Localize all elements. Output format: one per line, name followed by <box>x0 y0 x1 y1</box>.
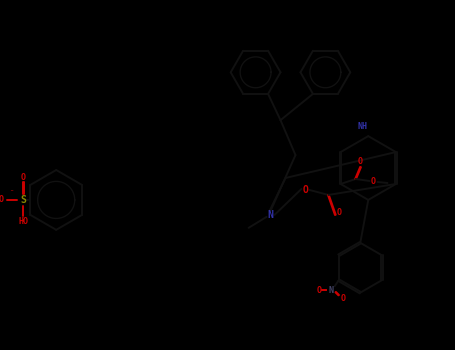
Text: O: O <box>21 174 26 182</box>
Text: ⁻: ⁻ <box>9 189 14 195</box>
Text: O: O <box>316 286 321 295</box>
Text: O: O <box>340 294 345 303</box>
Text: O: O <box>358 156 363 166</box>
Text: O: O <box>303 185 308 195</box>
Text: HO: HO <box>18 217 28 226</box>
Text: O: O <box>337 208 342 217</box>
Text: NH: NH <box>357 122 367 131</box>
Text: O: O <box>0 195 4 204</box>
Text: N: N <box>328 286 333 295</box>
Text: N: N <box>268 210 273 220</box>
Text: O: O <box>371 177 376 187</box>
Text: S: S <box>20 195 26 205</box>
